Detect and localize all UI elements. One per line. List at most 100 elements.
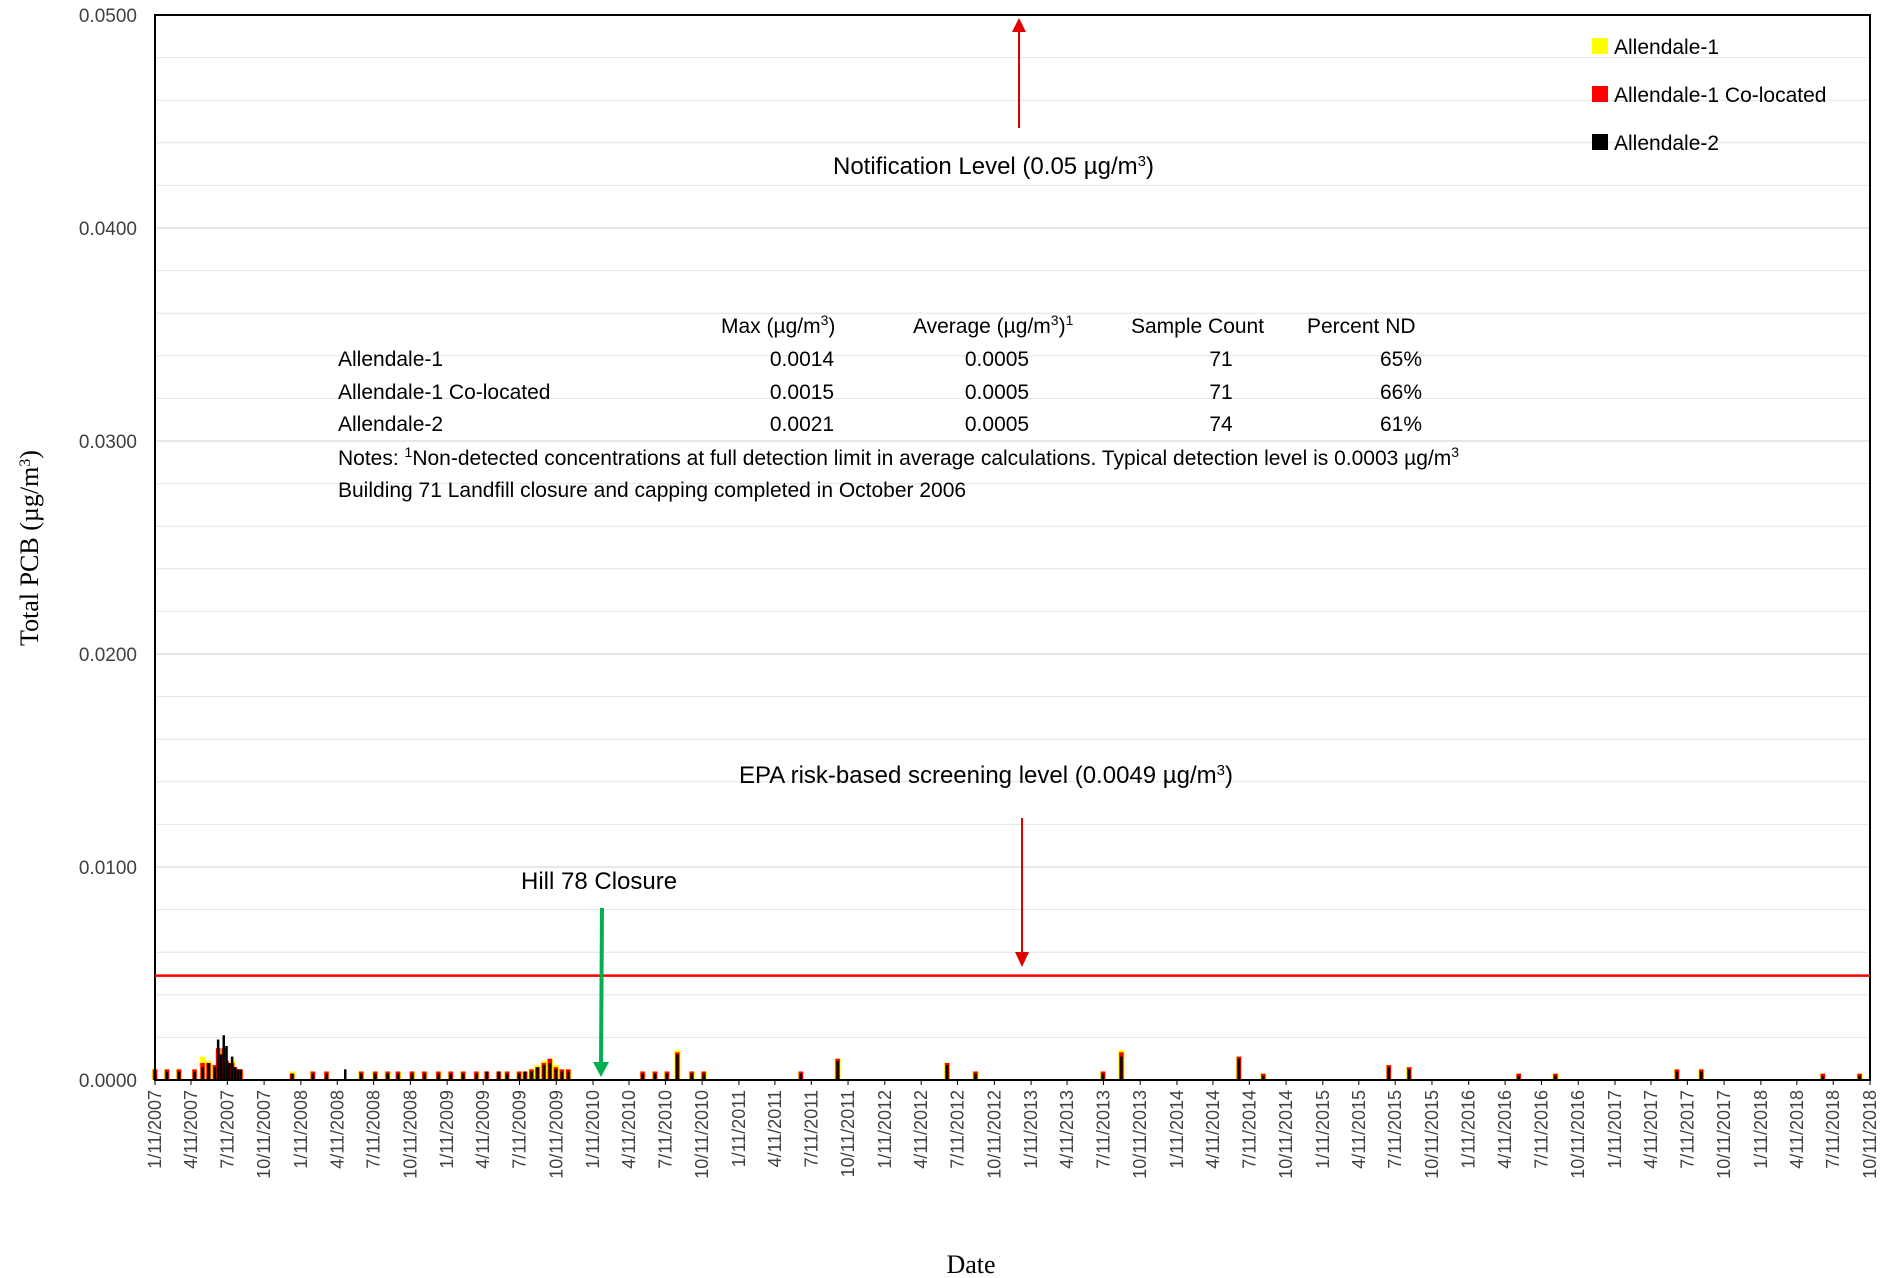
bar [1821,1075,1825,1080]
bar [567,1071,570,1080]
data-bars [152,1035,1863,1080]
notification-arrowhead [1012,18,1026,32]
bar [201,1067,204,1080]
table-note-landfill: Building 71 Landfill closure and capping… [338,479,966,502]
stats-table: Max (µg/m3) Average (µg/m3)1 Sample Coun… [338,312,1459,502]
x-tick-label: 10/11/2010 [692,1090,712,1179]
bar [1700,1071,1703,1080]
x-tick-label: 10/11/2016 [1568,1090,1588,1179]
bar [1517,1075,1520,1080]
x-axis-ticks: 1/11/2007 4/11/2007 7/11/2007 10/11/2007 1/1… [145,1080,1880,1179]
bar [437,1073,440,1080]
table-cell-nd: 61% [1380,413,1422,436]
bar [497,1071,500,1080]
bar [974,1073,977,1080]
bar [1387,1067,1391,1080]
x-tick-label: 7/11/2011 [801,1090,821,1167]
bar [177,1071,181,1080]
x-tick-label: 7/11/2008 [364,1090,384,1169]
bar [485,1071,488,1080]
x-tick-label: 1/11/2016 [1459,1090,1479,1169]
x-tick-label: 1/11/2007 [145,1090,165,1169]
bar [653,1073,657,1080]
x-tick-label: 7/11/2014 [1239,1090,1259,1169]
bar [1237,1058,1241,1080]
bar [222,1035,225,1080]
bar [165,1071,169,1080]
legend-swatch-allendale-1 [1592,38,1608,54]
x-tick-label: 4/11/2007 [181,1090,201,1169]
bar [554,1069,558,1080]
x-tick-label: 10/11/2009 [546,1090,566,1179]
x-tick-label: 7/11/2012 [948,1090,968,1169]
x-tick-label: 4/11/2014 [1203,1090,1223,1169]
bar [228,1062,231,1080]
bar [536,1067,539,1080]
bar [233,1067,237,1080]
x-tick-label: 7/11/2018 [1823,1090,1843,1169]
series-1 [152,1050,1863,1080]
bar [311,1073,315,1080]
table-cell-count: 71 [1209,348,1232,371]
y-tick-label: 0.0300 [79,432,137,453]
x-tick-label: 1/11/2015 [1313,1090,1333,1169]
y-tick-label: 0.0100 [79,858,137,879]
bar [505,1073,509,1080]
bar [1407,1069,1411,1080]
x-tick-label: 1/11/2013 [1021,1090,1041,1169]
y-tick-label: 0.0200 [79,645,137,666]
x-tick-label: 10/11/2017 [1714,1090,1734,1179]
table-note-detection: Notes: 1Non-detected concentrations at f… [338,444,1459,470]
bar [359,1073,363,1080]
x-tick-label: 4/11/2015 [1349,1090,1369,1169]
table-cell-avg: 0.0005 [965,413,1029,436]
x-tick-label: 10/11/2014 [1276,1090,1296,1179]
bar [396,1073,400,1080]
legend-swatch-allendale-2 [1592,134,1608,150]
epa-arrowhead [1015,952,1029,967]
bar [373,1073,377,1080]
x-tick-label: 4/11/2018 [1787,1090,1807,1169]
bar [225,1045,228,1080]
bar [213,1067,217,1080]
table-cell-max: 0.0021 [770,413,834,436]
bar [236,1069,239,1080]
bar [386,1073,389,1080]
bar [665,1073,669,1080]
bar [1262,1075,1265,1080]
bar [193,1071,196,1080]
table-header-average: Average (µg/m3)1 [913,312,1074,338]
x-tick-label: 1/11/2014 [1167,1090,1187,1169]
bar [410,1073,414,1080]
x-tick-label: 10/11/2012 [984,1090,1004,1179]
bar [1554,1075,1557,1080]
legend-swatch-allendale-1-colocated [1592,86,1608,102]
x-tick-label: 1/11/2010 [583,1090,603,1169]
y-axis-ticks: 0.0000 0.0100 0.0200 0.0300 0.0400 0.0500 [79,6,137,1092]
x-tick-label: 10/11/2013 [1130,1090,1150,1179]
x-tick-label: 7/11/2016 [1531,1090,1551,1169]
x-tick-label: 4/11/2010 [619,1090,639,1169]
bar [230,1056,234,1080]
x-tick-label: 4/11/2013 [1057,1090,1077,1169]
plot-area [154,14,1871,1081]
notification-level-label: Notification Level (0.05 µg/m3) [833,153,1154,181]
hill-78-closure-label: Hill 78 Closure [521,868,677,895]
bar [641,1073,644,1080]
hill-78-arrowhead [593,1062,609,1077]
bar [423,1073,426,1080]
x-tick-label: 10/11/2007 [254,1090,274,1179]
hill-78-arrow [599,907,604,1065]
x-tick-label: 1/11/2018 [1751,1090,1771,1169]
table-row-site: Allendale-2 [338,413,443,436]
bar [542,1065,546,1080]
x-tick-label: 1/11/2008 [291,1090,311,1169]
y-tick-label: 0.0000 [79,1071,137,1092]
x-tick-label: 1/11/2009 [437,1090,457,1169]
x-tick-label: 7/11/2017 [1677,1090,1697,1169]
x-tick-label: 4/11/2012 [911,1090,931,1169]
table-row-site: Allendale-1 Co-located [338,381,550,404]
x-tick-label: 7/11/2010 [655,1090,675,1169]
x-tick-label: 1/11/2017 [1605,1090,1625,1169]
